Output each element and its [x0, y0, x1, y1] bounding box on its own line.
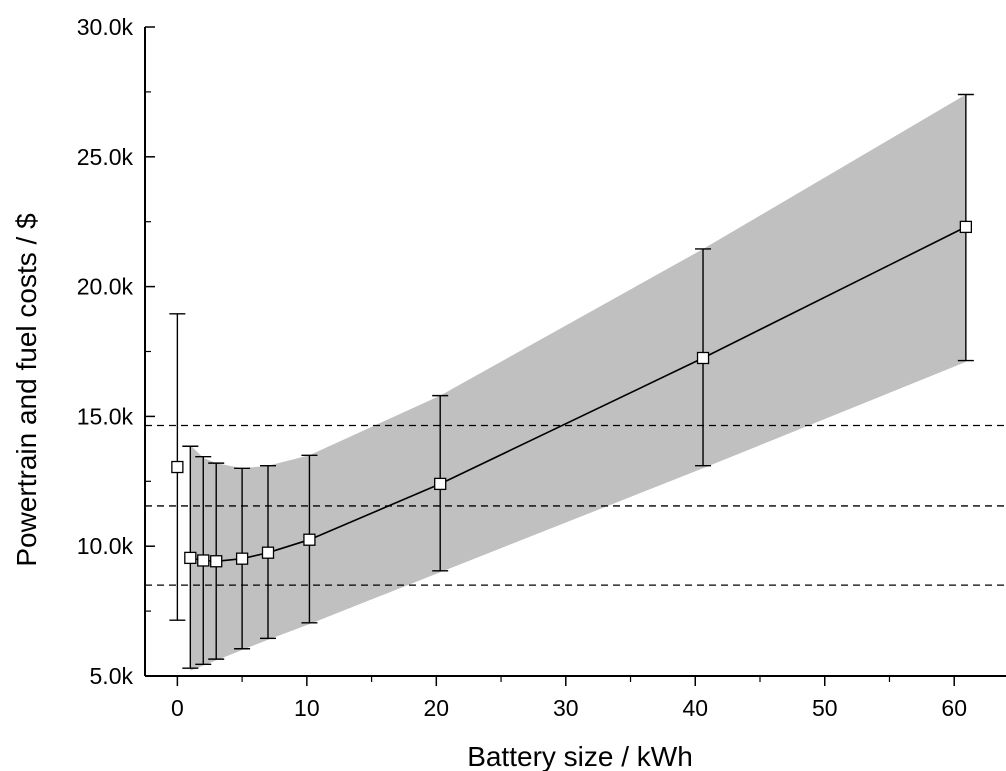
labels-layer: Battery size / kWh Powertrain and fuel c…: [11, 14, 967, 771]
x-tick-label: 60: [941, 695, 967, 721]
y-tick-label: 25.0k: [77, 144, 134, 170]
data-point-marker: [696, 351, 710, 365]
y-tick-label: 5.0k: [90, 663, 134, 689]
markers-layer: [171, 220, 973, 568]
x-tick-label: 40: [682, 695, 708, 721]
axes-layer: [144, 26, 1006, 686]
data-point-marker: [303, 533, 316, 546]
x-tick-label: 20: [424, 695, 450, 721]
data-point-marker: [184, 551, 197, 565]
data-point-marker: [235, 552, 249, 565]
x-axis-title: Battery size / kWh: [467, 741, 693, 771]
x-tick-label: 0: [171, 695, 184, 721]
y-tick-label: 15.0k: [77, 403, 134, 429]
data-point-marker: [171, 460, 184, 474]
data-point-marker: [210, 555, 223, 568]
y-tick-label: 10.0k: [77, 533, 134, 559]
data-point-marker: [261, 546, 275, 559]
confidence-band-layer: [190, 94, 966, 671]
x-tick-label: 30: [553, 695, 579, 721]
y-tick-label: 30.0k: [77, 14, 134, 40]
confidence-band: [190, 94, 966, 671]
data-point-marker: [197, 554, 210, 567]
y-axis-title: Powertrain and fuel costs / $: [11, 213, 42, 567]
data-point-marker: [434, 477, 447, 491]
x-tick-label: 10: [294, 695, 320, 721]
data-point-marker: [959, 220, 973, 234]
x-tick-label: 50: [812, 695, 838, 721]
y-tick-label: 20.0k: [77, 274, 134, 300]
